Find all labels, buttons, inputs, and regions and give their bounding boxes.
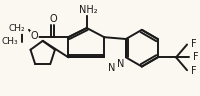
- Text: N: N: [107, 63, 115, 73]
- Text: CH₂: CH₂: [9, 24, 25, 33]
- Text: N: N: [116, 59, 123, 69]
- Text: O: O: [30, 31, 38, 41]
- Text: F: F: [190, 39, 195, 49]
- Text: CH₃: CH₃: [1, 37, 18, 46]
- Text: F: F: [192, 52, 197, 62]
- Text: NH₂: NH₂: [79, 5, 97, 15]
- Text: O: O: [50, 14, 57, 24]
- Text: F: F: [190, 66, 195, 76]
